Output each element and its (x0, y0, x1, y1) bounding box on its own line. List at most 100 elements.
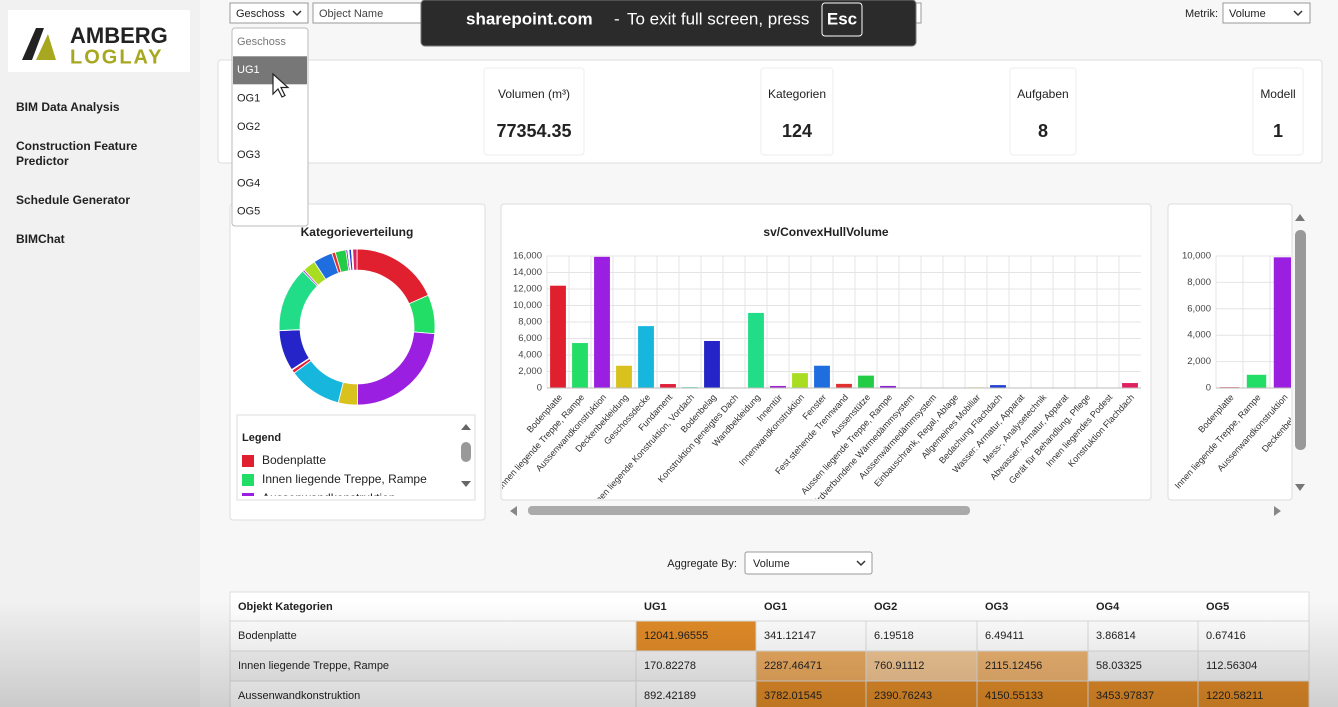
dropdown-highlight (233, 56, 307, 85)
bar (748, 312, 764, 388)
filter-select-text: Geschoss (236, 8, 285, 20)
y-tick-label: 10,000 (513, 300, 542, 311)
donut-segment (352, 248, 358, 271)
bar (792, 373, 808, 388)
vignette (0, 600, 1338, 707)
kpi-label: Aufgaben (1017, 87, 1068, 101)
y-tick-label: 4,000 (518, 350, 542, 361)
logo-icon (36, 34, 56, 60)
bar (638, 326, 654, 388)
filter-select[interactable] (229, 2, 309, 24)
metric-select-text: Volume (1229, 8, 1266, 20)
cursor (272, 72, 290, 98)
bar (858, 375, 874, 388)
metric-label: Metrik: (1185, 8, 1218, 20)
bar-panel (500, 203, 1152, 501)
legend-box (236, 414, 476, 501)
kpi-value: 77354.35 (496, 121, 571, 141)
y-tick-label: 6,000 (518, 333, 542, 344)
kpi-value: 124 (782, 121, 812, 141)
menu-item[interactable]: BIMChat (16, 232, 65, 246)
y-tick-label: 8,000 (518, 317, 542, 328)
dropdown-option[interactable]: OG3 (237, 149, 260, 161)
y-tick-label: 12,000 (513, 284, 542, 295)
y-tick-label: 8,000 (1187, 277, 1211, 288)
aggregate-label: Aggregate By: (667, 558, 737, 570)
bar (660, 384, 676, 388)
legend: Bodenplatte Innen liegende Treppe, Rampe A… (242, 453, 427, 505)
h-scroll-thumb[interactable] (528, 506, 970, 515)
logo-text: AMBERG (70, 23, 168, 48)
y-tick-label: 2,000 (518, 366, 542, 377)
chevron (1293, 10, 1303, 17)
dropdown-option[interactable]: OG5 (237, 206, 260, 218)
donut-title: Kategorieverteilung (301, 225, 414, 239)
dropdown-option[interactable]: Geschoss (237, 36, 286, 48)
donut (278, 248, 436, 406)
legend-swatch (242, 474, 254, 486)
legend-scroll-thumb[interactable] (461, 442, 471, 462)
notice-key: Esc (827, 9, 857, 28)
y-tick-label: 0 (537, 383, 542, 394)
bar (770, 385, 786, 388)
bar (814, 365, 830, 388)
legend-title: Legend (242, 432, 281, 444)
kpi-label: Kategorien (768, 87, 826, 101)
menu-item[interactable]: Construction Feature Predictor (16, 139, 138, 168)
dropdown: Geschoss UG1 OG1 OG2 OG3 OG4 OG5 (231, 27, 309, 227)
kpi-label: Modell (1260, 87, 1295, 101)
legend-label: Innen liegende Treppe, Rampe (262, 472, 427, 486)
notice-message: To exit full screen, press (627, 9, 809, 28)
y-tick-label: 0 (1206, 383, 1211, 394)
dropdown-option[interactable]: OG2 (237, 121, 260, 133)
bar-title: sv/ConvexHullVolume (763, 225, 888, 239)
notice-separator: - (614, 9, 620, 28)
dropdown-option[interactable]: OG4 (237, 177, 260, 189)
bar (880, 385, 896, 388)
fullscreen-notice (420, 0, 917, 47)
bar (550, 285, 566, 388)
bar (990, 385, 1006, 388)
kpi-box (760, 67, 834, 156)
bar (594, 256, 610, 388)
metric-select[interactable] (1222, 2, 1311, 24)
kpi-box (483, 67, 585, 156)
dropdown-option[interactable]: OG1 (237, 93, 260, 105)
aggregate-select[interactable] (744, 551, 873, 575)
menu-item[interactable]: Schedule Generator (16, 193, 131, 207)
bar (1273, 257, 1291, 388)
dropdown-option[interactable]: UG1 (237, 64, 260, 76)
menu-item[interactable]: BIM Data Analysis (16, 100, 120, 114)
kpi-box (1009, 67, 1077, 156)
bar (836, 383, 852, 388)
notice-domain: sharepoint.com (466, 9, 593, 28)
chevron (856, 560, 866, 567)
aggregate-select-text: Volume (753, 558, 790, 570)
kpi-group: Volumen (m³) 77354.35 Kategorien 124 Aufgabe… (483, 67, 1304, 156)
bar (616, 365, 632, 388)
kpi-box (1252, 67, 1304, 156)
logo-icon (22, 28, 44, 60)
kpi-value: 8 (1038, 121, 1048, 141)
y-tick-label: 4,000 (1187, 330, 1211, 341)
kpi-value: 1 (1273, 121, 1283, 141)
bar (1122, 383, 1138, 388)
bar (572, 343, 588, 388)
v-scroll-thumb[interactable] (1295, 230, 1306, 450)
bar (1246, 374, 1267, 388)
legend-swatch (242, 493, 254, 496)
legend-label: Aussenwandkonstruktion (262, 491, 395, 505)
logo-text: LOGLAY (70, 46, 164, 68)
y-tick-label: 10,000 (1182, 251, 1211, 262)
y-tick-label: 14,000 (513, 267, 542, 278)
key-box (821, 2, 863, 37)
sidebar-menu: BIM Data Analysis Construction Feature Pr… (16, 100, 166, 271)
y-tick-label: 16,000 (513, 251, 542, 262)
chevron (292, 10, 302, 17)
y-tick-label: 6,000 (1187, 303, 1211, 314)
y-tick-label: 2,000 (1187, 356, 1211, 367)
bar (704, 340, 720, 388)
kpi-label: Volumen (m³) (498, 87, 570, 101)
